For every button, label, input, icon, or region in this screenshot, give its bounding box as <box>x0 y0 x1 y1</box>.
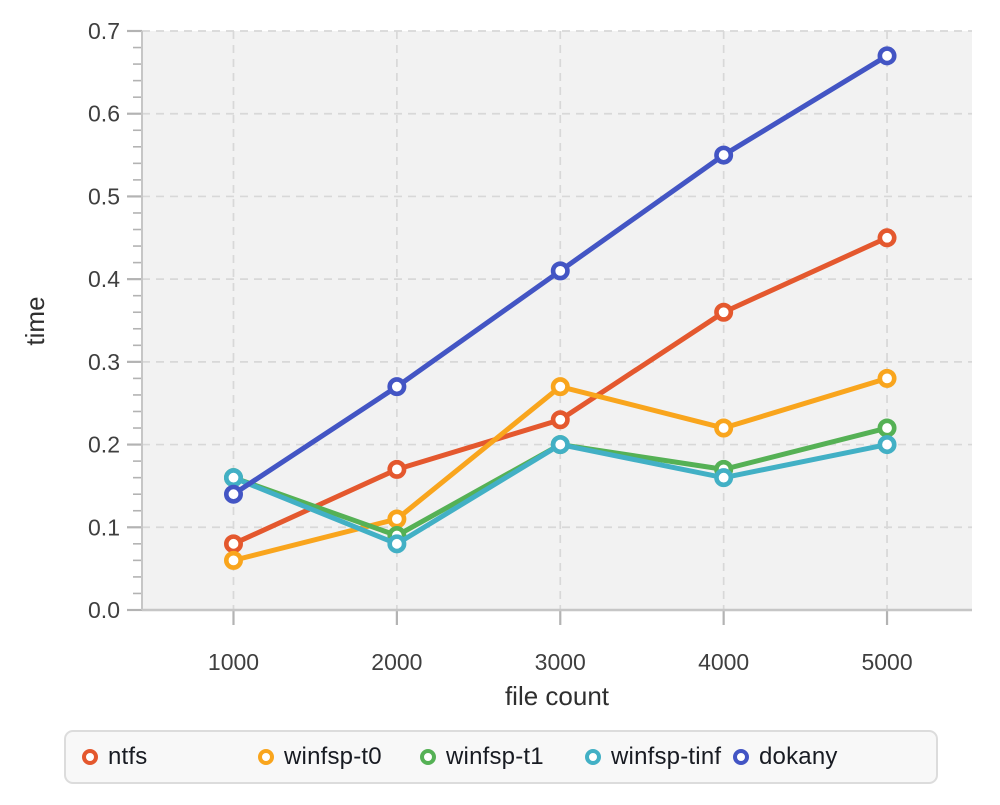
legend-item-winfsp-t0: winfsp-t0 <box>258 745 420 769</box>
x-tick-label: 2000 <box>371 649 422 675</box>
dokany-marker-icon <box>733 749 749 765</box>
x-tick-label: 1000 <box>208 649 259 675</box>
data-point-ntfs <box>387 459 407 479</box>
legend-label-winfsp-t0: winfsp-t0 <box>284 743 382 770</box>
data-point-winfsp-tinf <box>387 534 407 554</box>
data-point-winfsp-t0 <box>387 509 407 529</box>
data-point-winfsp-t0 <box>714 418 734 438</box>
x-tick-label: 4000 <box>698 649 749 675</box>
y-tick-label: 0.2 <box>88 432 120 458</box>
legend-label-ntfs: ntfs <box>108 743 148 770</box>
y-tick-label: 0.6 <box>88 101 120 127</box>
legend-item-winfsp-t1: winfsp-t1 <box>420 745 585 769</box>
legend-label-dokany: dokany <box>759 743 838 770</box>
data-point-dokany <box>550 261 570 281</box>
data-point-winfsp-tinf <box>550 435 570 455</box>
y-tick-label: 0.1 <box>88 514 120 540</box>
winfsp-t1-marker-icon <box>420 749 436 765</box>
data-point-winfsp-tinf <box>223 468 243 488</box>
x-tick-label: 3000 <box>535 649 586 675</box>
data-point-winfsp-t1 <box>877 418 897 438</box>
y-tick-label: 0.0 <box>88 597 120 623</box>
data-point-winfsp-t0 <box>550 377 570 397</box>
winfsp-tinf-marker-icon <box>585 749 601 765</box>
legend: ntfs winfsp-t0 winfsp-t1 winfsp-tinf dok… <box>64 730 938 784</box>
y-axis-label: time <box>20 296 50 345</box>
data-point-ntfs <box>550 410 570 430</box>
data-point-dokany <box>223 484 243 504</box>
data-point-dokany <box>877 46 897 66</box>
legend-item-ntfs: ntfs <box>82 745 258 769</box>
ntfs-marker-icon <box>82 749 98 765</box>
data-point-ntfs <box>714 302 734 322</box>
data-point-winfsp-t0 <box>223 550 243 570</box>
data-point-dokany <box>714 145 734 165</box>
legend-item-dokany: dokany <box>733 745 838 769</box>
x-tick-label: 5000 <box>861 649 912 675</box>
y-tick-label: 0.5 <box>88 183 120 209</box>
y-tick-label: 0.4 <box>88 266 120 292</box>
y-tick-label: 0.3 <box>88 349 120 375</box>
data-point-winfsp-tinf <box>714 468 734 488</box>
legend-label-winfsp-tinf: winfsp-tinf <box>611 743 722 770</box>
legend-item-winfsp-tinf: winfsp-tinf <box>585 745 733 769</box>
legend-label-winfsp-t1: winfsp-t1 <box>446 743 544 770</box>
y-tick-label: 0.7 <box>88 18 120 44</box>
data-point-dokany <box>387 377 407 397</box>
data-point-ntfs <box>223 534 243 554</box>
data-point-winfsp-tinf <box>877 435 897 455</box>
data-point-winfsp-t0 <box>877 368 897 388</box>
data-point-ntfs <box>877 228 897 248</box>
plot-background <box>142 31 972 610</box>
x-axis-label: file count <box>505 681 610 711</box>
winfsp-t0-marker-icon <box>258 749 274 765</box>
